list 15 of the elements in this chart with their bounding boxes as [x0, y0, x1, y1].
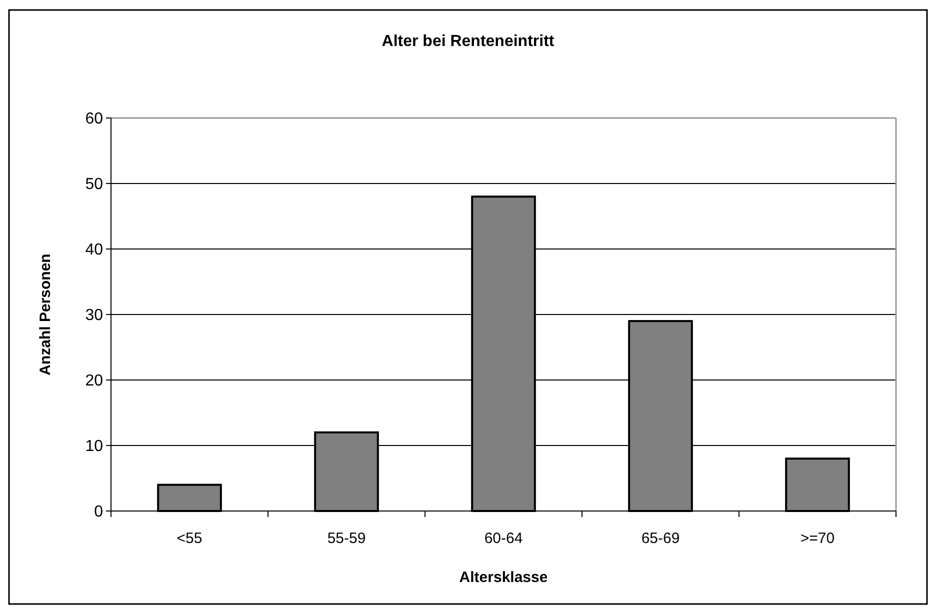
x-tick-label: <55: [176, 530, 202, 547]
y-tick-label: 0: [94, 504, 104, 521]
y-tick-label: 40: [85, 242, 104, 259]
x-tick-label: >=70: [800, 530, 835, 547]
x-axis-title: Altersklasse: [459, 569, 548, 586]
x-tick-label: 60-64: [484, 530, 523, 547]
x-tick-label: 55-59: [327, 530, 366, 547]
y-axis-title: Anzahl Personen: [37, 254, 54, 376]
y-tick-label: 20: [85, 372, 104, 390]
y-tick-label: 10: [85, 438, 104, 456]
y-tick-label: 50: [85, 176, 104, 194]
x-tick-label: 65-69: [641, 530, 680, 547]
y-tick-label: 30: [85, 307, 104, 324]
chart-title: Alter bei Renteneintritt: [382, 33, 555, 50]
y-tick-label: 60: [85, 110, 104, 128]
